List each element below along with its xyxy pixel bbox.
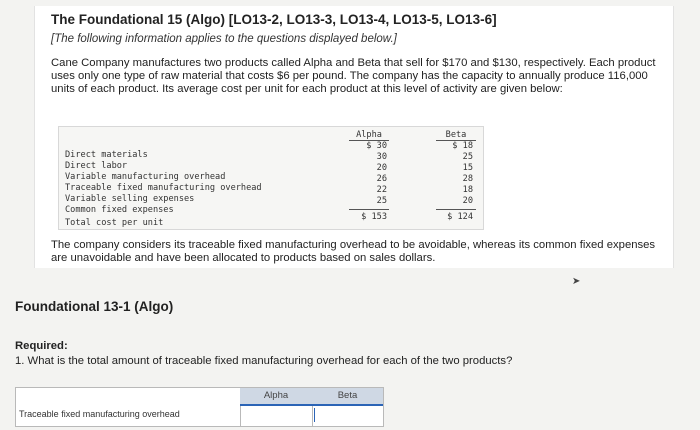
row-label: Variable manufacturing overhead bbox=[65, 172, 226, 182]
subtotal-line-beta bbox=[436, 209, 476, 210]
row-label: Traceable fixed manufacturing overhead bbox=[65, 183, 262, 193]
table-row: Direct materials $ 30 $ 18 bbox=[59, 141, 483, 160]
alpha-value: 22 bbox=[376, 185, 387, 195]
mouse-cursor-icon: ➤ bbox=[572, 276, 581, 287]
cost-table-header: Alpha Beta bbox=[59, 130, 483, 141]
header-underline-beta bbox=[436, 140, 476, 141]
row-label: Variable selling expenses bbox=[65, 194, 195, 204]
alpha-value: $ 30 bbox=[366, 141, 387, 151]
header-underline-alpha bbox=[349, 140, 389, 141]
alpha-answer-input[interactable] bbox=[240, 406, 313, 426]
table-row: Variable selling expenses 22 18 bbox=[59, 185, 483, 204]
beta-answer-input[interactable] bbox=[312, 406, 383, 426]
beta-total: $ 124 bbox=[447, 212, 473, 222]
beta-value: 28 bbox=[462, 174, 473, 184]
beta-value: 20 bbox=[462, 196, 473, 206]
beta-value: $ 18 bbox=[452, 141, 473, 151]
table-row: Traceable fixed manufacturing overhead 2… bbox=[59, 174, 483, 193]
alpha-value: 26 bbox=[376, 174, 387, 184]
question-text: 1. What is the total amount of traceable… bbox=[15, 355, 513, 367]
beta-value: 18 bbox=[462, 185, 473, 195]
cost-per-unit-table: Alpha Beta Direct materials $ 30 $ 18 Di… bbox=[58, 126, 484, 230]
row-label: Direct labor bbox=[65, 161, 128, 171]
table-row: Direct labor 30 25 bbox=[59, 152, 483, 171]
alpha-value: 20 bbox=[376, 163, 387, 173]
text-caret-icon bbox=[314, 408, 315, 422]
row-label: Direct materials bbox=[65, 150, 148, 160]
intro-paragraph: Cane Company manufactures two products c… bbox=[51, 57, 656, 95]
answer-table: Alpha Beta Traceable fixed manufacturing… bbox=[15, 387, 384, 427]
subtotal-line-alpha bbox=[349, 209, 389, 210]
answer-col-beta: Beta bbox=[312, 388, 383, 406]
col-beta-header: Beta bbox=[445, 130, 467, 140]
table-total-row: Total cost per unit $ 153 $ 124 bbox=[59, 212, 483, 228]
problem-panel: The Foundational 15 (Algo) [LO13-2, LO13… bbox=[34, 6, 674, 268]
table-row: Variable manufacturing overhead 20 15 bbox=[59, 163, 483, 182]
row-label: Common fixed expenses bbox=[65, 205, 174, 215]
table-row: Common fixed expenses 25 20 bbox=[59, 196, 483, 215]
col-alpha-header: Alpha bbox=[356, 130, 382, 140]
problem-title: The Foundational 15 (Algo) [LO13-2, LO13… bbox=[51, 12, 497, 27]
avoidability-note: The company considers its traceable fixe… bbox=[51, 239, 656, 264]
answer-row-label: Traceable fixed manufacturing overhead bbox=[19, 409, 180, 419]
required-label: Required: bbox=[15, 340, 68, 352]
problem-subtitle: [The following information applies to th… bbox=[51, 33, 397, 45]
beta-value: 15 bbox=[462, 163, 473, 173]
total-label: Total cost per unit bbox=[65, 218, 164, 228]
section-title: Foundational 13-1 (Algo) bbox=[15, 299, 174, 314]
answer-col-alpha: Alpha bbox=[240, 388, 312, 406]
alpha-value: 25 bbox=[376, 196, 387, 206]
alpha-total: $ 153 bbox=[361, 212, 387, 222]
alpha-value: 30 bbox=[376, 152, 387, 162]
beta-value: 25 bbox=[462, 152, 473, 162]
